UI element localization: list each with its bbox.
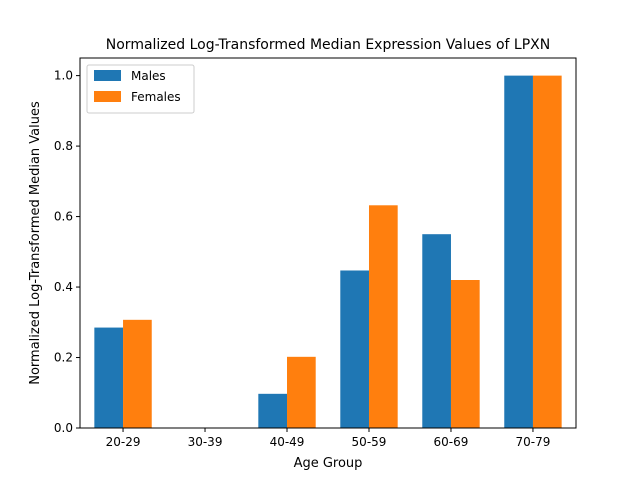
bar-males-40-49 [258,393,288,428]
bars-layer [94,75,562,428]
x-axis-ticks: 20-29 30-39 40-49 50-59 60-69 70-79 [106,428,551,449]
y-tick-label: 0.6 [54,210,73,224]
y-tick-label: 0.0 [54,421,73,435]
plot-frame [79,57,577,429]
bar-males-20-29 [94,327,124,428]
x-axis-label: Age Group [294,456,363,471]
x-tick-label: 20-29 [106,435,141,449]
bar-males-60-69 [422,234,451,428]
x-tick-label: 50-59 [352,435,387,449]
y-axis-label: Normalized Log-Transformed Median Values [28,101,43,385]
y-tick-label: 0.8 [54,139,73,153]
bar-males-70-79 [504,75,533,428]
y-tick-label: 0.4 [54,280,73,294]
legend-label-males: Males [131,69,166,83]
bar-females-20-29 [123,319,152,428]
x-tick-label: 60-69 [434,435,469,449]
bar-females-70-79 [532,75,562,428]
legend-swatch-males [94,70,121,81]
y-axis-ticks: 0.0 0.2 0.4 0.6 0.8 1.0 [54,69,80,435]
x-tick-label: 70-79 [516,435,551,449]
legend: Males Females [86,64,195,114]
chart-title: Normalized Log-Transformed Median Expres… [106,37,550,53]
x-tick-label: 30-39 [188,435,223,449]
bar-males-50-59 [340,270,369,428]
x-tick-label: 40-49 [270,435,305,449]
y-tick-label: 1.0 [54,69,73,83]
bar-females-40-49 [287,356,316,428]
bar-females-60-69 [450,280,480,428]
bar-females-50-59 [368,205,398,428]
y-tick-label: 0.2 [54,351,73,365]
legend-label-females: Females [131,90,181,104]
legend-swatch-females [94,91,121,102]
